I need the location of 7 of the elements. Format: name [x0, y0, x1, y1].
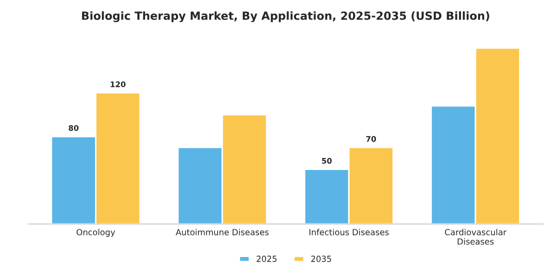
- x-tick-label: Infectious Diseases: [309, 228, 389, 236]
- x-tick-label: Oncology: [76, 228, 116, 237]
- chart-title: Biologic Therapy Market, By Application, 2025-2035 (USD Billion): [82, 11, 490, 22]
- legend-label: 2025: [256, 256, 277, 262]
- x-tick-label: Autoimmune Diseases: [176, 228, 269, 236]
- x-tick-label: Cardiovascular Diseases: [444, 228, 506, 245]
- legend-label: 2035: [311, 256, 332, 262]
